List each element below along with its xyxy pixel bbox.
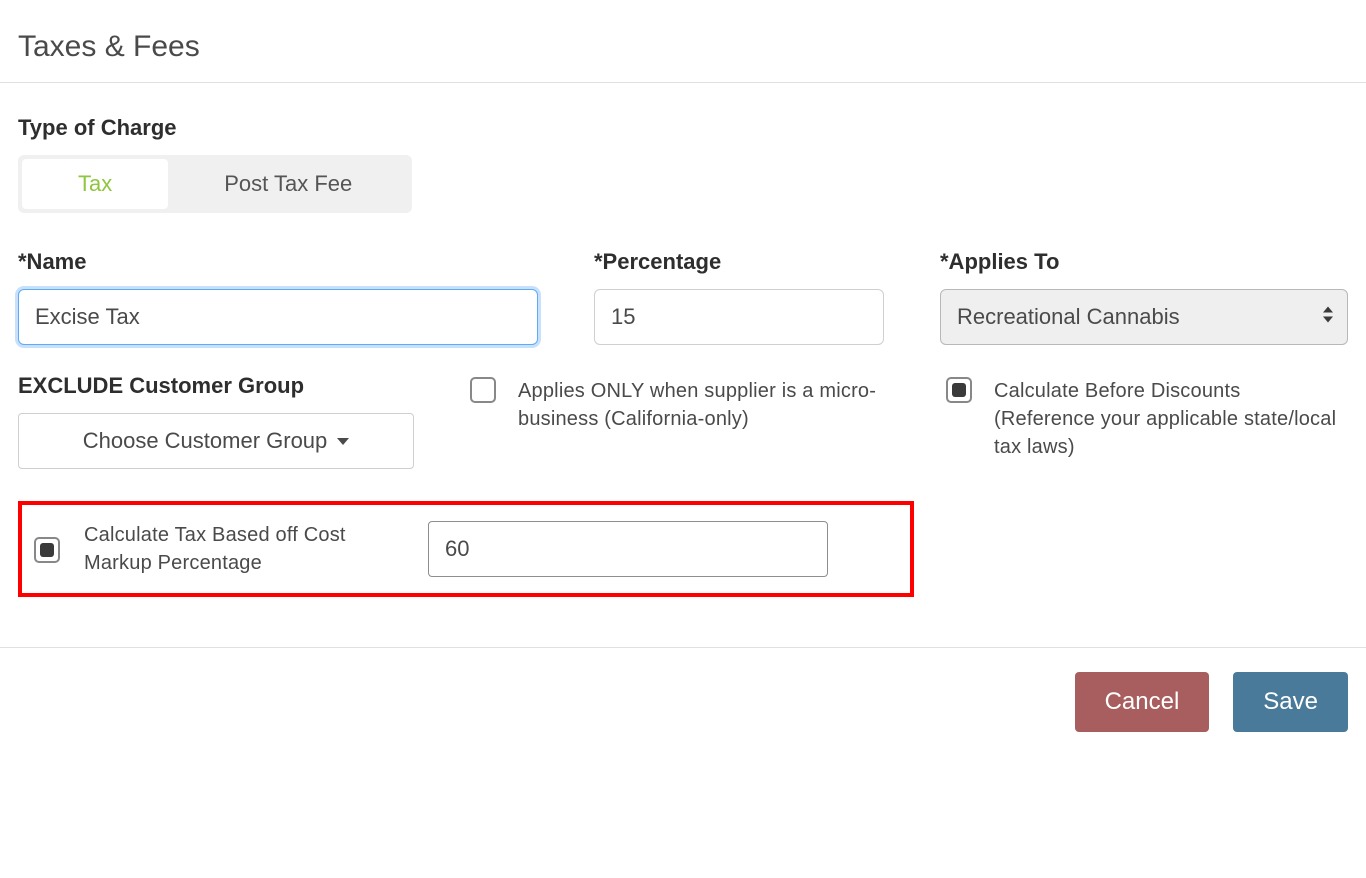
percentage-input[interactable] [594,289,884,345]
cancel-button[interactable]: Cancel [1075,672,1210,732]
cost-markup-checkbox[interactable] [34,537,60,563]
footer-actions: Cancel Save [18,672,1348,732]
page-title: Taxes & Fees [18,30,1348,64]
charge-type-toggle: Tax Post Tax Fee [18,155,412,213]
charge-type-label: Type of Charge [18,115,1348,141]
cost-markup-highlight: Calculate Tax Based off Cost Markup Perc… [18,501,914,597]
micro-business-checkbox[interactable] [470,377,496,403]
name-label: *Name [18,249,538,275]
applies-to-label: *Applies To [940,249,1348,275]
exclude-group-dropdown-label: Choose Customer Group [83,428,328,454]
percentage-label: *Percentage [594,249,884,275]
divider [0,82,1366,83]
name-input[interactable] [18,289,538,345]
cost-markup-label: Calculate Tax Based off Cost Markup Perc… [84,521,404,577]
before-discounts-label: Calculate Before Discounts (Reference yo… [994,377,1346,461]
exclude-group-dropdown[interactable]: Choose Customer Group [18,413,414,469]
tab-post-tax-fee[interactable]: Post Tax Fee [168,159,408,209]
caret-down-icon [337,438,349,445]
before-discounts-checkbox[interactable] [946,377,972,403]
cost-markup-input[interactable] [428,521,828,577]
exclude-group-label: EXCLUDE Customer Group [18,373,414,399]
tab-tax[interactable]: Tax [22,159,168,209]
footer-divider [0,647,1366,648]
micro-business-label: Applies ONLY when supplier is a micro-bu… [518,377,890,433]
applies-to-select[interactable]: Recreational Cannabis [940,289,1348,345]
save-button[interactable]: Save [1233,672,1348,732]
